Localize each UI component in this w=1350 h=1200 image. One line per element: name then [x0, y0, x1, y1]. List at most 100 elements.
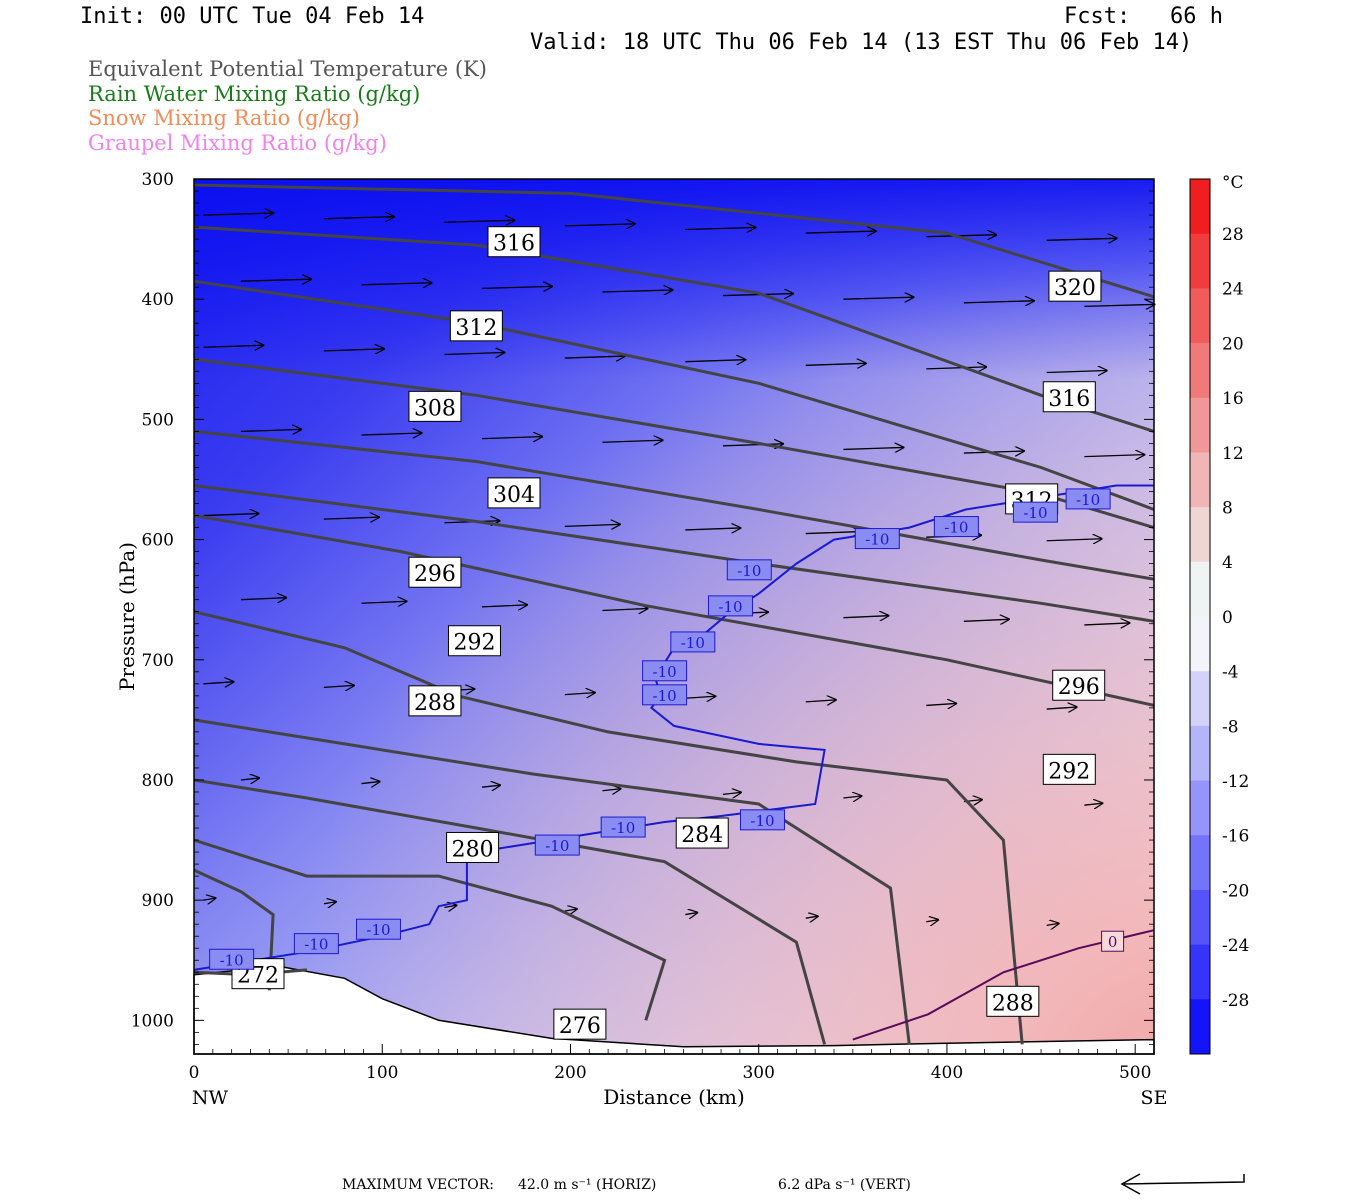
wind-vector: [564, 356, 625, 358]
colorbar-tick-label: -4: [1222, 663, 1239, 683]
isotherm-label-box: [739, 809, 785, 831]
wind-vector: [361, 601, 407, 603]
wind-vector: [203, 345, 263, 347]
colorbar-band: [1190, 889, 1210, 946]
wind-vectors: [203, 213, 1154, 925]
theta-e-label-box: [447, 625, 501, 657]
isotherm-label: -10: [865, 531, 889, 549]
isotherm-label-box: [854, 528, 900, 550]
theta-e-label: 312: [455, 316, 497, 341]
wind-vector: [926, 920, 938, 922]
theta-e-label-box: [449, 310, 503, 342]
wind-vector: [323, 517, 379, 519]
wind-vector: [323, 902, 336, 904]
wind-vector: [602, 290, 672, 292]
wind-vector: [685, 360, 745, 362]
y-tick-label: 1000: [131, 1011, 174, 1031]
y-tick-label: 800: [142, 771, 174, 791]
colorbar-tick-label: 20: [1222, 334, 1244, 354]
x-tick-label: 400: [931, 1063, 963, 1083]
valid-time: Valid: 18 UTC Thu 06 Feb 14 (13 EST Thu …: [530, 30, 1193, 55]
isotherm-label-box: [1065, 488, 1111, 510]
forecast-hour: Fcst: 66 h: [1064, 4, 1223, 29]
colorbar-band: [1190, 780, 1210, 836]
theta-e-label-box: [408, 390, 462, 422]
wind-vector: [926, 235, 996, 237]
colorbar-band: [1190, 725, 1210, 782]
isotherm-label-box: [642, 684, 688, 706]
theta-e-contour-296: [193, 514, 1155, 707]
theta-e-label-box: [675, 817, 729, 849]
wind-vector: [1046, 923, 1059, 925]
x-axis-label: Distance (km): [603, 1085, 745, 1109]
isotherm-label: -10: [718, 598, 742, 616]
wind-vector: [203, 514, 258, 516]
wind-vector: [722, 444, 783, 446]
isotherm-label: -10: [545, 837, 569, 855]
wind-vector: [564, 224, 635, 226]
x-tick-label: 200: [554, 1063, 586, 1083]
isotherm-label: -10: [750, 812, 774, 830]
wind-vector: [203, 213, 273, 215]
wind-vector: [240, 778, 259, 780]
wind-vector: [323, 685, 354, 687]
theta-e-contour-292: [193, 610, 1024, 1045]
x-tick-label: 100: [366, 1063, 398, 1083]
colorbar-tick-label: 24: [1222, 280, 1244, 300]
theta-e-label: 316: [1048, 387, 1090, 412]
max-vector-label: MAXIMUM VECTOR:: [342, 1177, 494, 1193]
wind-vector: [564, 524, 620, 526]
wind-vector: [481, 286, 552, 288]
x-tick-label: 0: [189, 1063, 200, 1083]
wind-vector: [1084, 803, 1102, 805]
isotherm-label: -10: [304, 936, 328, 954]
isotherm-label: -10: [611, 819, 635, 837]
theta-e-contours: [193, 183, 1155, 1045]
wind-vector: [722, 792, 741, 794]
wind-vector: [444, 352, 504, 354]
isotherm-label-box: [355, 918, 401, 940]
plot-frame: [193, 178, 1155, 1055]
wind-vector: [323, 349, 384, 351]
theta-e-label: 296: [1058, 675, 1100, 700]
wind-vector: [241, 598, 286, 600]
legend-theta-e: Equivalent Potential Temperature (K): [88, 57, 487, 81]
wind-vector: [602, 440, 662, 442]
y-tick-label: 600: [142, 531, 174, 551]
wind-vector: [685, 227, 755, 229]
colorbar-unit: °C: [1222, 173, 1244, 193]
theta-e-contour-288: [193, 718, 911, 1045]
colorbar-band: [1190, 671, 1210, 727]
y-tick-label: 500: [142, 410, 174, 430]
colorbar-band: [1190, 179, 1210, 235]
theta-e-label: 288: [992, 991, 1034, 1016]
wind-vector: [203, 898, 215, 900]
isotherm-label: -10: [1023, 504, 1047, 522]
theta-e-label-box: [1048, 270, 1102, 302]
wind-vector: [481, 785, 500, 787]
colorbar-tick-label: 28: [1222, 225, 1244, 245]
isotherm-label-box: [707, 595, 753, 617]
wind-vector: [685, 528, 740, 530]
wind-vector: [444, 220, 514, 222]
theta-e-label-box: [408, 556, 462, 588]
wind-vector: [1084, 455, 1144, 457]
x-end-label-se: SE: [1141, 1087, 1168, 1109]
colorbar-band: [1190, 561, 1210, 617]
colorbar-tick-label: 8: [1222, 499, 1233, 519]
wind-vector: [564, 693, 595, 695]
colorbar-tick-label: -16: [1222, 827, 1249, 847]
isotherm-label-box: [670, 631, 716, 653]
wind-vector: [805, 363, 866, 365]
wind-vector: [1084, 304, 1154, 306]
theta-e-label: 320: [1054, 276, 1096, 301]
colorbar-band: [1190, 507, 1210, 563]
colorbar-band: [1190, 835, 1210, 891]
wind-vector: [1046, 539, 1102, 541]
isotherm-label-box: [642, 660, 688, 682]
theta-e-label: 276: [559, 1014, 601, 1039]
colorbar: °C 28 24 20 16 12 8 4 0 -4 -8 -12 -16 -20 -24 -28: [1189, 173, 1249, 1055]
colorbar-tick-label: -20: [1222, 881, 1249, 901]
wind-vector: [1046, 371, 1107, 373]
wind-vector: [843, 616, 888, 618]
